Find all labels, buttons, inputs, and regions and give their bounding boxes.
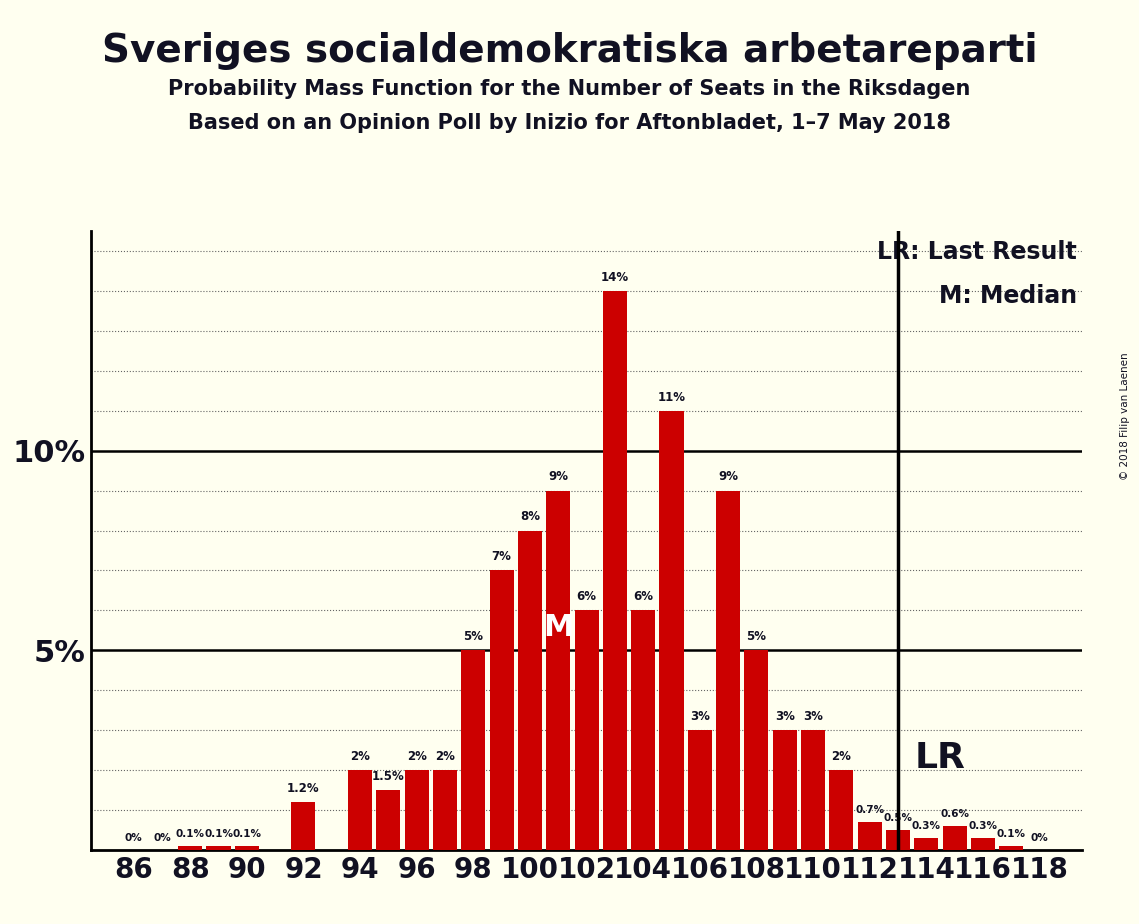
Text: Based on an Opinion Poll by Inizio for Aftonbladet, 1–7 May 2018: Based on an Opinion Poll by Inizio for A…: [188, 113, 951, 133]
Bar: [490, 570, 514, 850]
Bar: [178, 846, 203, 850]
Text: 1.5%: 1.5%: [372, 770, 404, 783]
Text: 0.1%: 0.1%: [997, 829, 1026, 839]
Text: 2%: 2%: [407, 750, 427, 763]
Text: 0.1%: 0.1%: [204, 829, 233, 839]
Text: 3%: 3%: [803, 710, 823, 723]
Text: 0.1%: 0.1%: [175, 829, 205, 839]
Bar: [292, 802, 316, 850]
Text: 2%: 2%: [350, 750, 370, 763]
Bar: [547, 491, 571, 850]
Bar: [970, 838, 995, 850]
Text: 9%: 9%: [719, 470, 738, 483]
Text: LR: LR: [915, 741, 966, 775]
Bar: [518, 530, 542, 850]
Bar: [801, 730, 825, 850]
Text: 0.6%: 0.6%: [940, 808, 969, 819]
Bar: [659, 411, 683, 850]
Text: 0.7%: 0.7%: [855, 805, 884, 815]
Bar: [349, 771, 372, 850]
Text: 0.3%: 0.3%: [968, 821, 998, 831]
Bar: [943, 826, 967, 850]
Bar: [745, 650, 769, 850]
Text: 2%: 2%: [831, 750, 851, 763]
Text: 0%: 0%: [1031, 833, 1049, 843]
Text: 6%: 6%: [576, 590, 597, 603]
Bar: [915, 838, 939, 850]
Bar: [772, 730, 797, 850]
Bar: [574, 611, 599, 850]
Text: 9%: 9%: [548, 470, 568, 483]
Text: Sveriges socialdemokratiska arbetareparti: Sveriges socialdemokratiska arbetarepart…: [101, 32, 1038, 70]
Text: M: M: [543, 613, 573, 641]
Bar: [206, 846, 230, 850]
Text: 0.1%: 0.1%: [232, 829, 261, 839]
Text: LR: Last Result: LR: Last Result: [877, 240, 1077, 264]
Text: 3%: 3%: [775, 710, 795, 723]
Text: 2%: 2%: [435, 750, 454, 763]
Text: 3%: 3%: [690, 710, 710, 723]
Bar: [999, 846, 1023, 850]
Bar: [603, 291, 626, 850]
Text: Probability Mass Function for the Number of Seats in the Riksdagen: Probability Mass Function for the Number…: [169, 79, 970, 99]
Text: 8%: 8%: [521, 510, 540, 523]
Bar: [716, 491, 740, 850]
Text: 6%: 6%: [633, 590, 653, 603]
Text: M: Median: M: Median: [939, 284, 1077, 308]
Bar: [461, 650, 485, 850]
Text: 5%: 5%: [464, 630, 483, 643]
Text: 7%: 7%: [492, 551, 511, 564]
Bar: [235, 846, 259, 850]
Bar: [404, 771, 428, 850]
Text: 0%: 0%: [124, 833, 142, 843]
Text: © 2018 Filip van Laenen: © 2018 Filip van Laenen: [1121, 352, 1130, 480]
Text: 5%: 5%: [746, 630, 767, 643]
Text: 14%: 14%: [601, 271, 629, 284]
Text: 11%: 11%: [657, 391, 686, 404]
Bar: [376, 790, 401, 850]
Bar: [631, 611, 655, 850]
Bar: [688, 730, 712, 850]
Bar: [858, 822, 882, 850]
Text: 0.3%: 0.3%: [912, 821, 941, 831]
Text: 0.5%: 0.5%: [884, 813, 912, 823]
Bar: [886, 830, 910, 850]
Text: 1.2%: 1.2%: [287, 782, 320, 795]
Bar: [433, 771, 457, 850]
Bar: [829, 771, 853, 850]
Text: 0%: 0%: [153, 833, 171, 843]
